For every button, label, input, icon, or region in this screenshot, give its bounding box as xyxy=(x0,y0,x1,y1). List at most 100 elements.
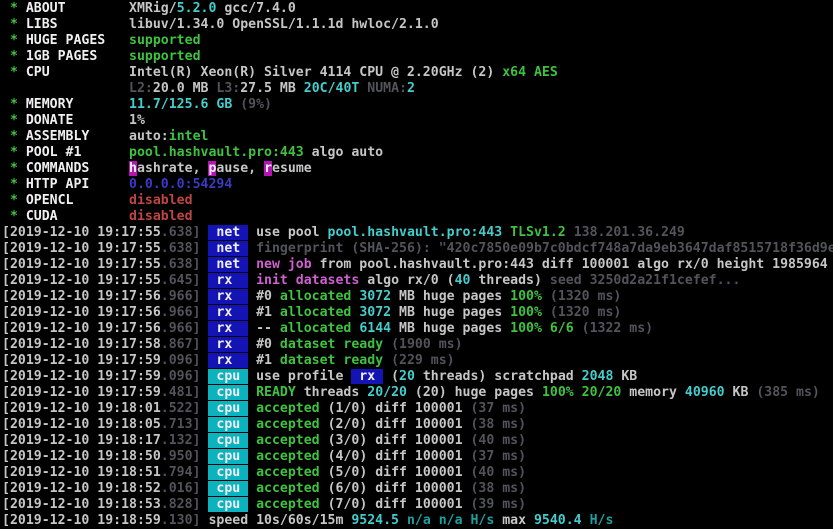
log-line: [2019-12-10 19:18:50.950] cpu accepted (… xyxy=(2,449,833,465)
status-value: supported xyxy=(129,33,201,48)
text-segment: seed 3250d2a21f1cefef... xyxy=(549,273,741,288)
header-line-pool: * POOL #1 pool.hashvault.pro:443 algo au… xyxy=(2,145,833,161)
text-segment: (6/0) diff 100001 xyxy=(319,481,471,496)
text-segment: 20C/40T xyxy=(303,81,360,96)
bullet: * xyxy=(2,33,26,48)
text-segment xyxy=(248,257,256,272)
text-segment: 100% 6/6 xyxy=(510,321,574,336)
timestamp: [2019-12-10 19:17:55 xyxy=(2,241,161,256)
text-segment: 20 xyxy=(399,369,415,384)
text-segment: esume xyxy=(272,161,312,176)
text-segment: threads xyxy=(295,385,368,400)
status-value: supported xyxy=(129,49,201,64)
field-label: MEMORY xyxy=(25,97,130,112)
bullet: * xyxy=(2,113,26,128)
log-line: [2019-12-10 19:17:59.096] cpu use profil… xyxy=(2,369,833,385)
timestamp-ms: .645] xyxy=(160,273,209,288)
text-segment xyxy=(248,497,256,512)
log-tag-cpu: cpu xyxy=(208,417,249,432)
text-segment: threads) scratchpad xyxy=(414,369,582,384)
text-segment: (3/0) diff 100001 xyxy=(319,433,471,448)
text-segment: (40 ms) xyxy=(470,433,527,448)
log-line: [2019-12-10 19:18:52.016] cpu accepted (… xyxy=(2,481,833,497)
text-segment: KB xyxy=(724,385,757,400)
timestamp-ms: .016] xyxy=(160,481,209,496)
timestamp: [2019-12-10 19:17:56 xyxy=(2,321,161,336)
log-tag-cpu: cpu xyxy=(208,465,249,480)
text-segment: (4/0) diff 100001 xyxy=(319,449,471,464)
text-segment: #1 xyxy=(248,353,280,368)
log-line: [2019-12-10 19:17:55.638] net use pool p… xyxy=(2,225,833,241)
bullet: * xyxy=(2,65,26,80)
timestamp-ms: .522] xyxy=(160,401,209,416)
text-segment: 2 xyxy=(406,81,415,96)
text-segment: KB xyxy=(613,369,638,384)
log-line: [2019-12-10 19:18:53.828] cpu accepted (… xyxy=(2,497,833,513)
text-segment: MB huge pages xyxy=(391,321,511,336)
text-segment: 20/20 xyxy=(367,385,407,400)
text-segment: (39 ms) xyxy=(470,497,527,512)
bullet: * xyxy=(2,193,26,208)
header-line-cpu: * CPU Intel(R) Xeon(R) Silver 4114 CPU @… xyxy=(2,65,833,81)
field-label: ASSEMBLY xyxy=(25,129,130,144)
text-segment xyxy=(248,401,256,416)
text-segment: H/s xyxy=(581,513,614,528)
text-segment: (37 ms) xyxy=(470,401,527,416)
hashrate-max: 9540.4 xyxy=(533,513,582,528)
timestamp-ms: .950] xyxy=(160,449,209,464)
text-segment: READY xyxy=(256,385,296,400)
log-line: [2019-12-10 19:17:58.867] rx #0 dataset … xyxy=(2,337,833,353)
log-tag-cpu: cpu xyxy=(208,385,249,400)
timestamp: [2019-12-10 19:18:01 xyxy=(2,401,161,416)
text-segment xyxy=(248,465,256,480)
pool-address: pool.hashvault.pro:443 xyxy=(129,145,304,160)
text-segment xyxy=(502,225,510,240)
bullet: * xyxy=(2,17,26,32)
field-label: OPENCL xyxy=(25,193,130,208)
timestamp-ms: .130] xyxy=(160,513,209,528)
text-segment: (2/0) diff 100001 xyxy=(319,417,471,432)
log-tag-rx: rx xyxy=(208,321,249,336)
log-tag-cpu: cpu xyxy=(208,449,249,464)
timestamp-ms: .638] xyxy=(160,241,209,256)
text-segment: 20.0 MB xyxy=(152,81,217,96)
text-segment: gcc/7.4.0 xyxy=(216,1,296,16)
bullet: * xyxy=(2,129,26,144)
text-segment: accepted xyxy=(256,497,320,512)
text-segment: 138.201.36.249 xyxy=(565,225,685,240)
text-segment: 11.7/125.6 GB xyxy=(129,97,241,112)
header-line-libs: * LIBS libuv/1.34.0 OpenSSL/1.1.1d hwloc… xyxy=(2,17,833,33)
header-line-cpu-cache: L2:20.0 MB L3:27.5 MB 20C/40T NUMA:2 xyxy=(2,81,833,97)
log-tag-rx: rx xyxy=(208,353,249,368)
status-value: disabled xyxy=(129,193,193,208)
text-segment: Intel(R) Xeon(R) Silver 4114 CPU @ 2.20G… xyxy=(129,65,503,80)
field-label: COMMANDS xyxy=(25,161,130,176)
header-line-http-api: * HTTP API 0.0.0.0:54294 xyxy=(2,177,833,193)
text-segment: (40 ms) xyxy=(470,465,527,480)
log-tag-cpu: cpu xyxy=(208,433,249,448)
text-segment: (385 ms) xyxy=(756,385,820,400)
timestamp: [2019-12-10 19:18:17 xyxy=(2,433,161,448)
text-segment: TLSv1.2 xyxy=(510,225,566,240)
text-segment: n/a n/a H/s xyxy=(399,513,495,528)
text-segment: (38 ms) xyxy=(470,481,527,496)
bullet: * xyxy=(2,49,26,64)
bullet: * xyxy=(2,177,26,192)
text-segment: (1/0) diff 100001 xyxy=(319,401,471,416)
text-segment: dataset ready xyxy=(279,353,384,368)
log-tag-net: net xyxy=(208,241,249,256)
log-line: [2019-12-10 19:17:56.966] rx #1 allocate… xyxy=(2,305,833,321)
text-segment: accepted xyxy=(256,401,320,416)
shortcut-key-hashrate: h xyxy=(129,161,137,176)
timestamp-ms: .132] xyxy=(160,433,209,448)
text-segment: (37 ms) xyxy=(470,449,527,464)
text-segment xyxy=(248,481,256,496)
version-value: 5.2.0 xyxy=(176,1,217,16)
log-line: [2019-12-10 19:17:59.481] cpu READY thre… xyxy=(2,385,833,401)
hashrate-10s: 9524.5 xyxy=(351,513,399,528)
log-line: [2019-12-10 19:17:55.638] net new job fr… xyxy=(2,257,833,273)
log-tag-rx: rx xyxy=(208,305,249,320)
text-segment: use pool xyxy=(248,225,328,240)
shortcut-key-pause: p xyxy=(208,161,217,176)
text-segment: threads) xyxy=(470,273,550,288)
